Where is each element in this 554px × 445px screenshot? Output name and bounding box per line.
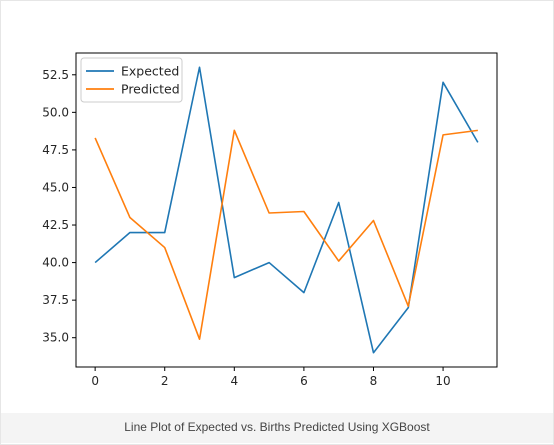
- plot-border: [75, 52, 498, 368]
- legend-label-expected: Expected: [121, 64, 179, 79]
- series-line-expected: [94, 66, 479, 354]
- y-tick-label: 35.0: [42, 331, 69, 345]
- plot-area: [76, 53, 497, 367]
- y-tick-label: 40.0: [42, 256, 69, 270]
- series-line-predicted: [94, 129, 478, 341]
- y-tick-label: 37.5: [42, 293, 69, 307]
- x-tick-label: 8: [370, 374, 378, 388]
- x-tick-label: 10: [435, 374, 450, 388]
- y-tick-label: 45.0: [42, 180, 69, 194]
- legend: Expected Predicted: [80, 57, 183, 103]
- figure-caption: Line Plot of Expected vs. Births Predict…: [1, 413, 553, 443]
- line-chart: 35.0 37.5 40.0 42.5 45.0 47.5 50.0 52.5 0 2 4 6 8 10…: [42, 52, 498, 388]
- x-tick-label: 6: [300, 374, 308, 388]
- x-tick-label: 4: [230, 374, 238, 388]
- legend-label-predicted: Predicted: [121, 82, 180, 97]
- y-tick-label: 42.5: [42, 218, 69, 232]
- y-tick-label: 52.5: [42, 68, 69, 82]
- y-tick-label: 47.5: [42, 143, 69, 157]
- x-tick-label: 0: [91, 374, 99, 388]
- legend-box: [80, 57, 183, 103]
- x-tick-label: 2: [161, 374, 169, 388]
- y-tick-label: 50.0: [42, 105, 69, 119]
